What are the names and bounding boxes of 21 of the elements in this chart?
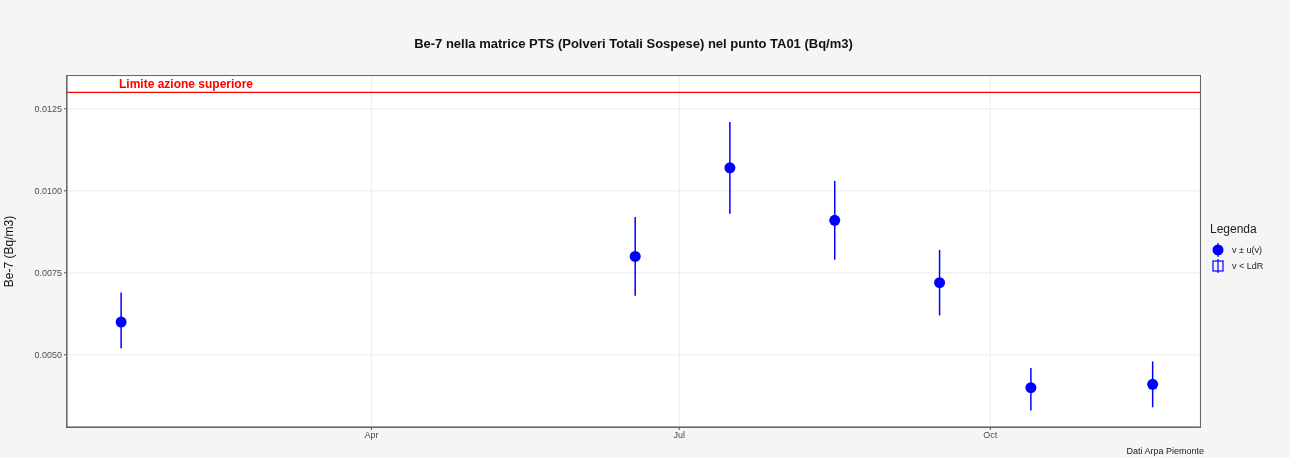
legend-label: v < LdR xyxy=(1232,261,1264,271)
point xyxy=(1147,378,1159,390)
point xyxy=(629,250,641,262)
legend-label: v ± u(v) xyxy=(1232,245,1262,255)
point xyxy=(1025,382,1037,394)
point xyxy=(115,316,127,328)
point xyxy=(724,162,736,174)
y-tick-label: 0.0125 xyxy=(34,104,62,114)
point xyxy=(934,277,946,289)
x-tick-label: Jul xyxy=(673,430,685,441)
ref-line-label: Limite azione superiore xyxy=(119,76,254,91)
y-tick-label: 0.0075 xyxy=(34,268,62,279)
point xyxy=(829,214,841,226)
chart-title: Be-7 nella matrice PTS (Polveri Totali Sospese) nel punto TA01 (Bq/m3) xyxy=(413,36,854,51)
legend-title: Legenda xyxy=(1210,222,1258,236)
y-axis-title: Be-7 (Bq/m3) xyxy=(2,215,17,288)
y-tick-label: 0.0100 xyxy=(34,186,62,197)
x-tick-label: Apr xyxy=(364,430,379,441)
x-tick-label: Oct xyxy=(983,430,998,441)
text: Dati Arpa Piemonte xyxy=(1126,446,1204,456)
y-tick-label: 0.0050 xyxy=(34,350,62,361)
